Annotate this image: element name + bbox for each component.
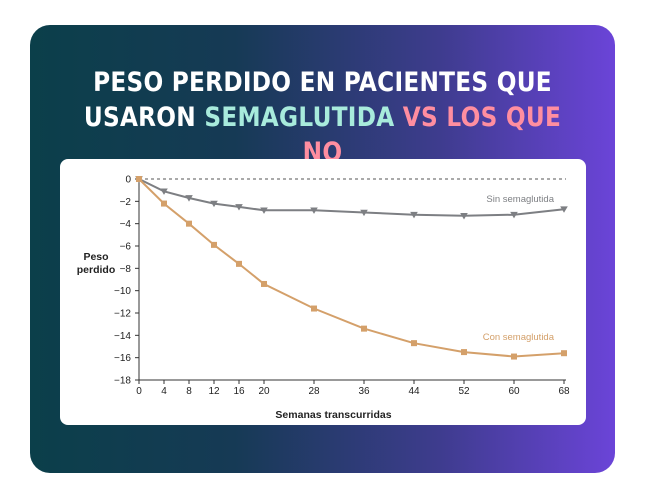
data-point-con-semaglutida xyxy=(186,220,192,227)
data-point-sin-semaglutida xyxy=(460,213,468,220)
y-tick-label: 0 xyxy=(125,175,131,186)
data-point-sin-semaglutida xyxy=(360,209,368,217)
x-tick-label: 8 xyxy=(186,386,192,397)
y-tick-label: −8 xyxy=(120,264,132,275)
x-tick-label: 20 xyxy=(258,386,270,397)
data-point-sin-semaglutida xyxy=(410,211,418,219)
data-point-con-semaglutida xyxy=(236,260,242,267)
series-label-con: Con semaglutida xyxy=(483,332,555,343)
x-tick-label: 52 xyxy=(458,386,470,397)
weight-loss-chart: 0 −2 −4 −6 −8 −10 −12 −14 −16 −18 0 4 8 12 16 20 28 36 44 5… xyxy=(77,175,570,422)
x-tick-label: 36 xyxy=(358,386,370,397)
y-tick-label: −4 xyxy=(120,219,132,230)
x-tick-label: 68 xyxy=(558,386,570,397)
data-point-con-semaglutida xyxy=(511,353,517,360)
y-axis-label: perdido xyxy=(77,264,116,276)
x-tick-label: 16 xyxy=(233,386,245,397)
x-tick-label: 60 xyxy=(508,386,520,397)
x-tick-label: 44 xyxy=(408,386,420,397)
data-point-con-semaglutida xyxy=(261,280,267,287)
y-tick-label: −6 xyxy=(120,242,132,253)
headline-prefix: USARON xyxy=(83,102,196,133)
data-point-con-semaglutida xyxy=(411,340,417,347)
headline: PESO PERDIDO EN PACIENTES QUE USARON SEM… xyxy=(71,65,574,170)
series-label-sin: Sin semaglutida xyxy=(486,194,554,205)
data-point-sin-semaglutida xyxy=(560,206,568,213)
card-background: PESO PERDIDO EN PACIENTES QUE USARON SEM… xyxy=(30,25,615,473)
data-point-sin-semaglutida xyxy=(160,188,168,195)
y-tick-label: −10 xyxy=(114,286,131,297)
y-tick-label: −16 xyxy=(114,353,131,364)
chart-panel: 0 −2 −4 −6 −8 −10 −12 −14 −16 −18 0 4 8 12 16 20 28 36 44 5… xyxy=(60,159,586,425)
data-point-con-semaglutida xyxy=(461,349,467,356)
data-point-sin-semaglutida xyxy=(310,207,318,214)
data-point-con-semaglutida xyxy=(561,350,567,357)
x-tick-label: 0 xyxy=(136,386,142,397)
y-axis-label: Peso xyxy=(83,251,108,263)
data-point-sin-semaglutida xyxy=(210,200,218,208)
series-line-con xyxy=(138,178,565,358)
data-point-con-semaglutida xyxy=(211,241,217,248)
data-point-con-semaglutida xyxy=(361,325,367,332)
headline-vs: VS xyxy=(402,102,439,133)
data-point-con-semaglutida xyxy=(161,200,167,207)
data-point-sin-semaglutida xyxy=(185,195,193,202)
data-point-con-semaglutida xyxy=(311,305,317,312)
headline-line-1: PESO PERDIDO EN PACIENTES QUE xyxy=(93,67,552,98)
y-tick-label: −14 xyxy=(114,331,131,342)
x-tick-label: 4 xyxy=(161,386,167,397)
y-tick-label: −18 xyxy=(114,376,131,387)
data-point-sin-semaglutida xyxy=(235,204,243,211)
y-tick-label: −2 xyxy=(120,197,132,208)
data-point-con-semaglutida xyxy=(136,176,142,182)
data-point-sin-semaglutida xyxy=(260,207,268,214)
y-tick-label: −12 xyxy=(114,309,131,320)
series-line-sin xyxy=(138,178,565,217)
x-axis-label: Semanas transcurridas xyxy=(275,409,391,421)
x-tick-label: 28 xyxy=(308,386,320,397)
data-point-sin-semaglutida xyxy=(510,211,518,219)
headline-highlight-semaglutida: SEMAGLUTIDA xyxy=(204,102,395,133)
x-tick-label: 12 xyxy=(208,386,220,397)
